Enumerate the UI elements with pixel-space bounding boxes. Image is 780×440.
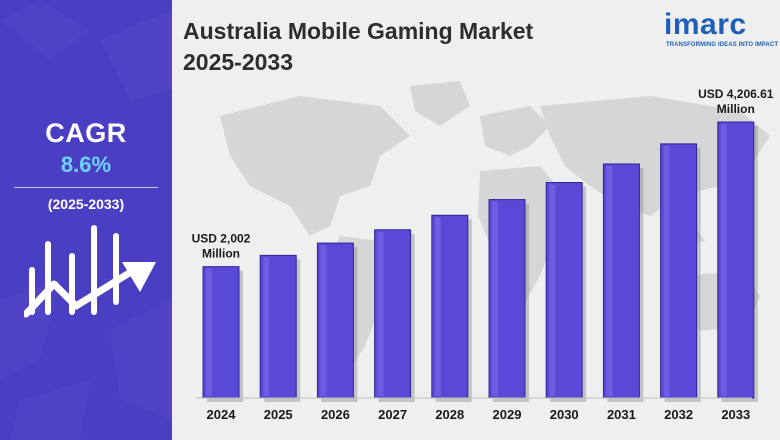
bar-highlight	[320, 245, 327, 396]
x-tick-label: 2027	[378, 407, 407, 422]
bar-highlight	[720, 124, 727, 396]
data-label-2033: Million	[717, 102, 755, 116]
bar-2031	[602, 163, 644, 402]
cagr-value: 8.6%	[60, 152, 112, 177]
bar-2030	[545, 182, 587, 402]
logo-tagline: TRANSFORMING IDEAS INTO IMPACT	[666, 42, 779, 48]
bar-highlight	[206, 268, 212, 396]
bar-highlight	[377, 231, 384, 396]
x-tick-label: 2028	[435, 407, 464, 422]
x-tick-label: 2030	[550, 407, 579, 422]
data-label-2033: USD 4,206.61	[698, 87, 774, 101]
x-tick-label: 2032	[664, 407, 693, 422]
bar-2032	[660, 143, 701, 402]
bar-2025	[259, 254, 301, 402]
data-label-2024: USD 2,002	[192, 232, 251, 246]
cagr-divider	[14, 187, 158, 188]
bar-highlight	[492, 201, 498, 396]
x-tick-label: 2024	[207, 407, 237, 422]
bar-2026	[316, 242, 358, 402]
imarc-logo: imarc TRANSFORMING IDEAS INTO IMPACT	[664, 8, 779, 54]
cagr-label: CAGR	[45, 118, 127, 148]
bar-highlight	[606, 165, 613, 396]
bar-2024	[202, 266, 243, 402]
bar-highlight	[549, 184, 556, 396]
bar-2028	[431, 214, 472, 402]
bar-highlight	[663, 145, 670, 396]
bar-2029	[488, 199, 529, 402]
bar-2033	[717, 121, 758, 402]
chart-title: Australia Mobile Gaming Market 2025-2033	[183, 16, 533, 78]
x-tick-label: 2025	[264, 407, 293, 422]
data-label-2024: Million	[202, 247, 240, 261]
x-tick-label: 2026	[321, 407, 350, 422]
cagr-panel: CAGR 8.6% (2025-2033)	[0, 0, 172, 440]
x-tick-label: 2031	[607, 407, 636, 422]
growth-chart-icon	[24, 225, 156, 318]
bar-highlight	[263, 257, 270, 396]
x-tick-label: 2029	[493, 407, 522, 422]
bar-2027	[374, 229, 415, 402]
logo-wordmark: imarc	[664, 8, 747, 41]
title-line-2: 2025-2033	[183, 49, 293, 75]
bar-highlight	[434, 217, 441, 396]
cagr-period: (2025-2033)	[47, 196, 125, 212]
title-line-1: Australia Mobile Gaming Market	[183, 18, 534, 44]
x-tick-label: 2033	[721, 407, 750, 422]
